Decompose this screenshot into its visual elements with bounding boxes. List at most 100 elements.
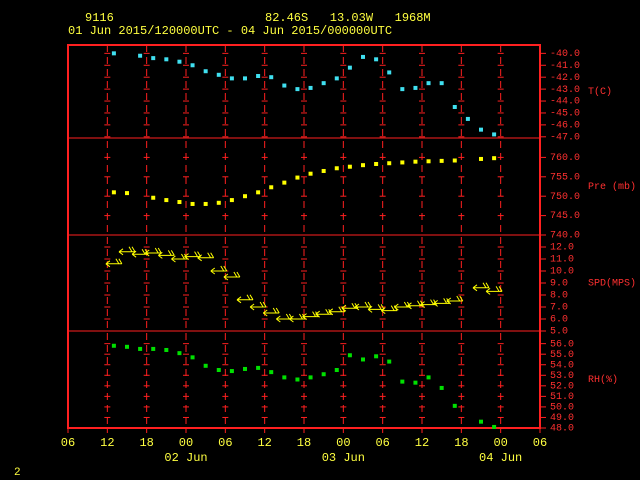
wind-barb: [276, 313, 293, 323]
point: [413, 85, 418, 90]
wind-barb: [105, 258, 123, 268]
y-tick-label: 50.0: [550, 403, 574, 414]
point: [164, 198, 169, 203]
point: [229, 369, 234, 374]
x-tick-label: 12: [100, 436, 114, 450]
wind-barb: [144, 247, 162, 257]
y-tick-label: 10.0: [550, 267, 574, 278]
y-axis-label: RH(%): [588, 374, 618, 386]
y-tick-label: -43.0: [550, 85, 580, 96]
y-tick-label: -41.0: [550, 61, 580, 72]
point: [387, 161, 392, 166]
point: [400, 379, 405, 384]
y-tick-label: -46.0: [550, 121, 580, 132]
point: [243, 194, 247, 199]
x-tick-label: 06: [375, 436, 389, 450]
point: [151, 346, 156, 351]
point: [177, 59, 182, 64]
point: [479, 127, 483, 132]
y-tick-label: 755.0: [550, 172, 580, 183]
y-tick-label: -44.0: [550, 97, 580, 108]
y-tick-label: 48.0: [550, 424, 574, 435]
point: [334, 368, 339, 373]
point: [216, 368, 221, 373]
point: [400, 87, 405, 92]
wind-barb: [485, 286, 503, 295]
point: [125, 191, 129, 196]
point: [439, 385, 444, 390]
wind-barb: [197, 252, 215, 262]
y-tick-label: 53.0: [550, 371, 574, 382]
y-tick-label: 55.0: [550, 350, 574, 361]
wind-barb: [446, 295, 464, 305]
point: [190, 201, 195, 206]
date-label: 03 Jun: [322, 451, 365, 465]
point: [334, 166, 339, 171]
y-tick-label: 51.0: [550, 392, 574, 403]
y-tick-label: 54.0: [550, 360, 574, 371]
point: [282, 375, 287, 380]
point: [190, 355, 195, 360]
point: [308, 85, 313, 90]
point: [243, 76, 247, 81]
date-label: 02 Jun: [164, 451, 207, 465]
point: [151, 56, 156, 61]
point: [492, 132, 497, 137]
wind-barb: [118, 246, 136, 256]
y-tick-label: -42.0: [550, 73, 580, 84]
wind-barb: [184, 251, 201, 260]
point: [164, 347, 169, 352]
point: [125, 344, 129, 349]
y-tick-label: 5.0: [550, 327, 568, 338]
point: [426, 375, 431, 380]
point: [479, 156, 483, 161]
point: [387, 359, 392, 364]
wind-barb: [367, 304, 385, 313]
point: [269, 185, 274, 190]
wind-barb: [354, 301, 372, 311]
y-axis-label: SPD(MPS): [588, 278, 636, 290]
wind-barb: [289, 313, 306, 323]
point: [295, 87, 300, 92]
y-tick-label: 11.0: [550, 255, 574, 266]
y-axis-label: Pre (mb): [588, 181, 636, 193]
point: [347, 164, 352, 169]
point: [308, 375, 313, 380]
x-tick-label: 06: [533, 436, 547, 450]
point: [229, 76, 234, 81]
y-tick-label: 7.0: [550, 303, 568, 314]
period: 01 Jun 2015/120000UTC - 04 Jun 2015/0000…: [68, 24, 392, 38]
wind-barb: [341, 302, 359, 312]
y-tick-label: 49.0: [550, 413, 574, 424]
point: [374, 57, 379, 62]
y-tick-label: -47.0: [550, 132, 580, 143]
point: [177, 351, 182, 356]
point: [308, 171, 313, 176]
y-tick-label: 740.0: [550, 231, 580, 242]
x-tick-label: 06: [218, 436, 232, 450]
point: [282, 83, 287, 88]
point: [452, 403, 457, 408]
point: [243, 366, 247, 371]
point: [138, 346, 143, 351]
point: [256, 190, 261, 195]
wind-barb: [131, 248, 149, 258]
wind-barb: [420, 299, 437, 308]
wind-barb: [328, 306, 346, 316]
point: [111, 343, 116, 348]
point: [426, 81, 431, 86]
wind-barb: [158, 250, 175, 259]
point: [321, 81, 326, 86]
point: [347, 353, 352, 358]
wind-barb: [315, 308, 333, 318]
wind-barb: [210, 265, 228, 275]
x-tick-label: 00: [336, 436, 350, 450]
point: [361, 163, 365, 168]
point: [203, 201, 208, 206]
point: [216, 72, 221, 77]
wind-barb: [380, 305, 398, 314]
point: [479, 419, 483, 424]
point: [269, 75, 274, 80]
